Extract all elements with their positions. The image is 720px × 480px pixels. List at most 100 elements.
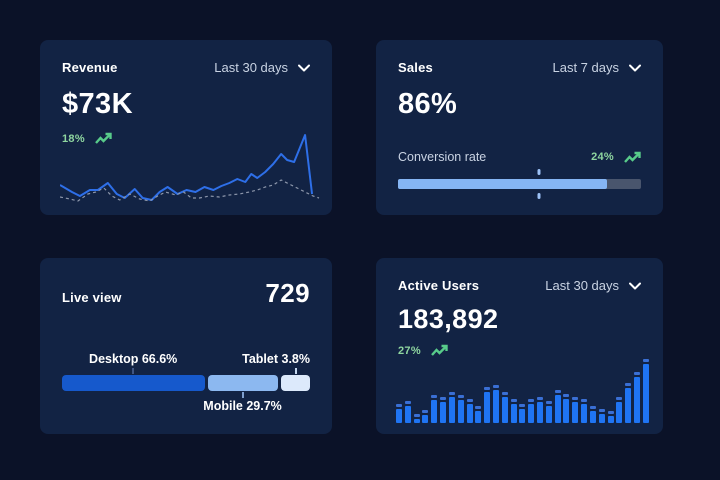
bar-body (545, 406, 552, 423)
bar-cap (457, 395, 464, 398)
dashboard: Revenue Last 30 days $73K 18% Sales Last… (40, 40, 663, 434)
bar-body (528, 404, 535, 423)
tick-mobile (241, 392, 244, 398)
bar (484, 387, 491, 423)
bar-body (466, 404, 473, 423)
bar (642, 359, 649, 423)
revenue-card: Revenue Last 30 days $73K 18% (40, 40, 332, 215)
bar (607, 411, 614, 423)
bar-cap (396, 404, 402, 407)
bar-body (633, 377, 640, 423)
device-stacked-bar (62, 375, 310, 391)
active-users-bar-chart (396, 357, 649, 423)
bar (572, 397, 579, 423)
bar (440, 397, 447, 423)
segment-tablet (281, 375, 310, 391)
device-labels-top: Desktop 66.6% Tablet 3.8% (62, 352, 310, 367)
bar-cap (484, 387, 491, 390)
sales-card-title: Sales (398, 60, 433, 75)
sales-period-dropdown[interactable]: Last 7 days (553, 60, 641, 75)
bar (448, 392, 455, 423)
bar-body (492, 390, 499, 423)
bar-cap (563, 394, 570, 397)
bar-cap (572, 397, 579, 400)
device-labels-bottom: Mobile 29.7% (62, 399, 310, 414)
revenue-delta-text: 18% (62, 132, 85, 145)
sales-delta-row: 24% (591, 151, 641, 164)
active-users-period-label: Last 30 days (545, 278, 619, 293)
bar-cap (616, 397, 623, 400)
chevron-down-icon (629, 64, 641, 72)
bar-body (440, 402, 447, 423)
bar (581, 399, 588, 423)
live-view-card: Live view 729 Desktop 66.6% Tablet 3.8% M… (40, 258, 332, 434)
bar-body (431, 400, 438, 423)
bar-body (625, 388, 632, 423)
bar-body (554, 395, 561, 423)
live-view-card-header: Live view 729 (62, 278, 310, 309)
bar-body (616, 402, 623, 423)
device-ticks-top (62, 367, 310, 375)
bar (554, 390, 561, 423)
bar (501, 392, 508, 423)
bar (413, 414, 420, 423)
bar (616, 397, 623, 423)
bar-body (519, 409, 526, 423)
bar-body (607, 416, 614, 423)
revenue-period-dropdown[interactable]: Last 30 days (214, 60, 310, 75)
revenue-delta-row: 18% (62, 132, 310, 145)
bar-cap (545, 401, 552, 404)
bar (510, 399, 517, 423)
bar-cap (404, 401, 411, 404)
label-tablet: Tablet 3.8% (242, 352, 310, 366)
revenue-value: $73K (62, 88, 133, 120)
bar (431, 395, 438, 423)
bar-cap (607, 411, 614, 414)
progress-target-marker-top (537, 169, 541, 175)
bar-cap (510, 399, 517, 402)
bar-body (413, 419, 420, 423)
bar-cap (589, 406, 596, 409)
bar (625, 383, 632, 423)
bar (396, 404, 402, 423)
bar-body (475, 411, 482, 423)
active-users-card: Active Users Last 30 days 183,892 27% (376, 258, 663, 434)
bar-body (404, 406, 411, 423)
bar (519, 404, 526, 423)
bar-body (589, 411, 596, 423)
bar-body (448, 397, 455, 423)
bar-cap (554, 390, 561, 393)
bar-cap (413, 414, 420, 417)
bar-body (598, 414, 605, 423)
sales-conversion-row: Conversion rate 24% (398, 150, 641, 164)
device-breakdown: Desktop 66.6% Tablet 3.8% Mobile 29.7% (62, 352, 310, 414)
active-users-card-header: Active Users Last 30 days (398, 278, 641, 293)
bar-body (537, 402, 543, 423)
active-users-period-dropdown[interactable]: Last 30 days (545, 278, 641, 293)
bar-cap (492, 385, 499, 388)
sales-card: Sales Last 7 days 86% Conversion rate 24… (376, 40, 663, 215)
bar-cap (475, 406, 482, 409)
bar-body (563, 399, 570, 423)
segment-desktop (62, 375, 205, 391)
line-series-current (60, 134, 314, 201)
conversion-progress-fill (398, 179, 607, 189)
bar-body (572, 402, 579, 423)
label-mobile: Mobile 29.7% (203, 399, 282, 413)
bar (466, 399, 473, 423)
trending-up-icon (431, 344, 448, 357)
active-users-value: 183,892 (398, 304, 499, 334)
bar (598, 409, 605, 423)
bar (422, 410, 429, 423)
bar-cap (625, 383, 632, 386)
bar (404, 401, 411, 423)
segment-mobile (207, 375, 279, 391)
bar-cap (448, 392, 455, 395)
active-users-card-title: Active Users (398, 278, 480, 293)
conversion-rate-label: Conversion rate (398, 150, 487, 164)
bar-body (581, 404, 588, 423)
trending-up-icon (624, 151, 641, 164)
tick-desktop (132, 368, 135, 374)
revenue-card-title: Revenue (62, 60, 118, 75)
bar (633, 372, 640, 423)
